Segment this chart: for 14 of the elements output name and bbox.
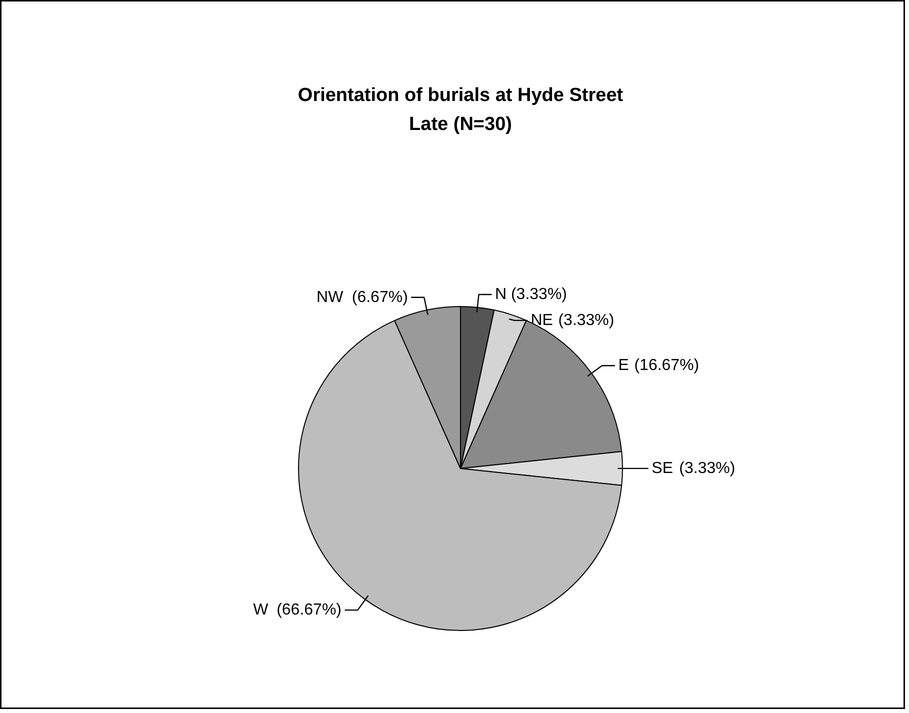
data-label: (3.33%) bbox=[510, 286, 567, 303]
data-label: (16.67%) bbox=[634, 357, 700, 374]
data-label: (3.33%) bbox=[679, 460, 736, 477]
data-label: (66.67%) bbox=[276, 602, 342, 619]
slice-label: SE bbox=[652, 460, 674, 477]
chart-subtitle: Late (N=30) bbox=[409, 114, 512, 135]
slice-label: NE bbox=[530, 312, 553, 329]
data-label: (3.33%) bbox=[558, 312, 614, 329]
slice-label: NW bbox=[316, 288, 344, 306]
chart-title: Orientation of burials at Hyde Street bbox=[298, 85, 624, 106]
slice-label: E bbox=[618, 357, 629, 374]
data-label: (6.67%) bbox=[352, 288, 408, 306]
slice-label: N bbox=[494, 286, 507, 303]
slice-label: W bbox=[253, 602, 270, 619]
